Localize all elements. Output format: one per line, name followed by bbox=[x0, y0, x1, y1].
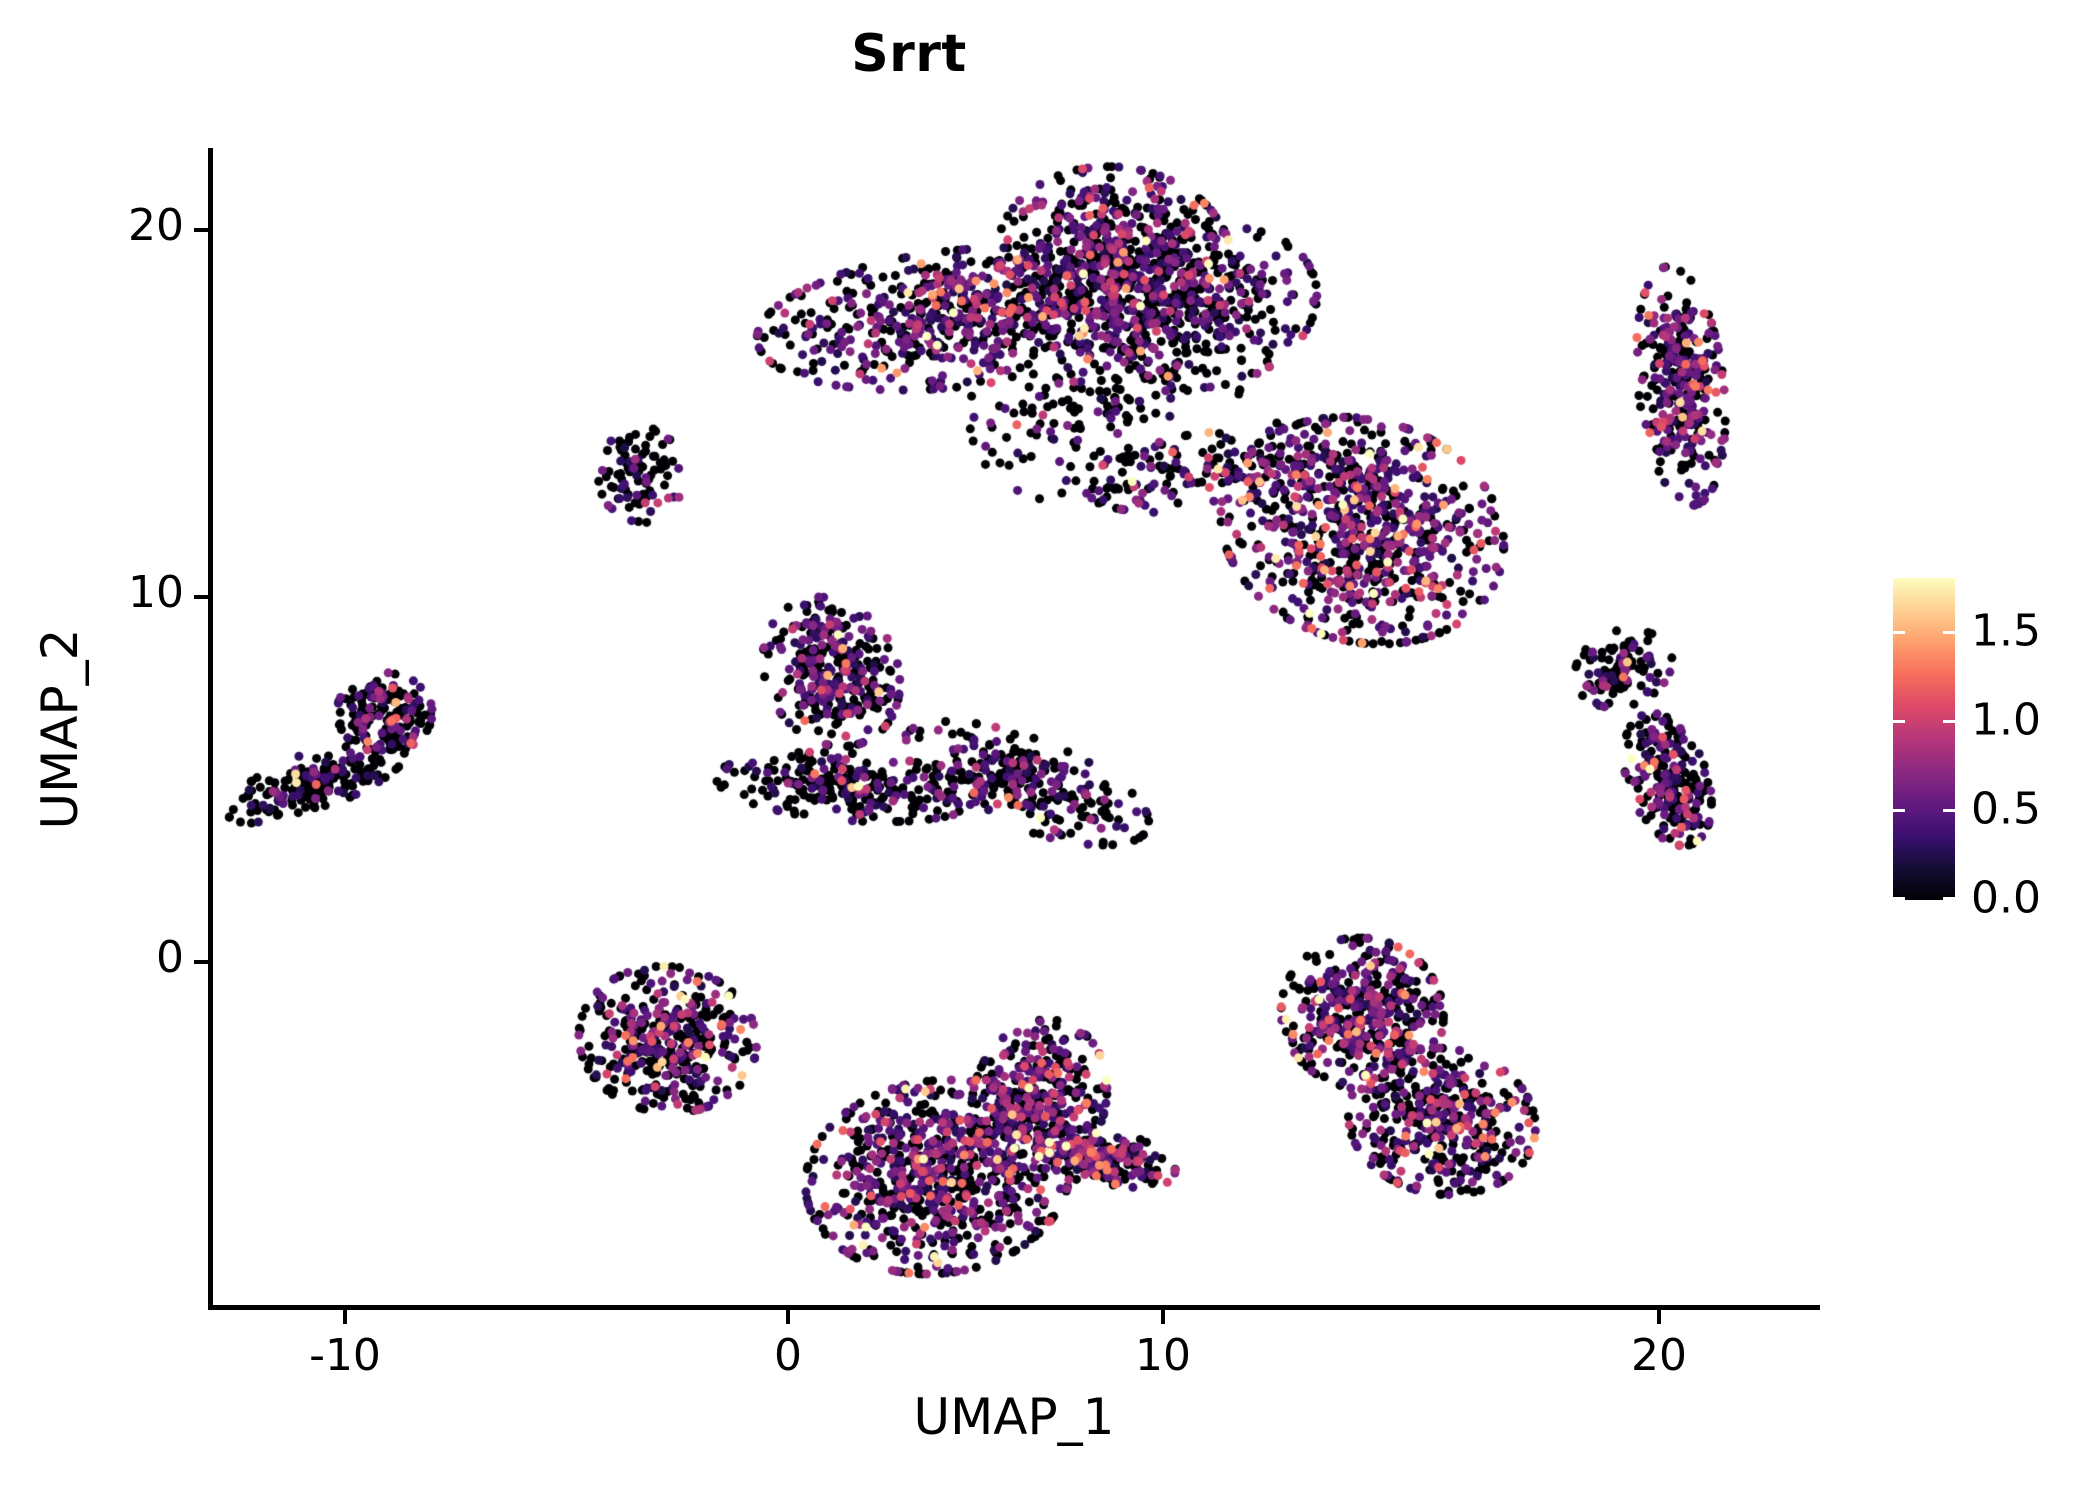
x-tick-label-20: 20 bbox=[1631, 1330, 1687, 1381]
colorbar-label-1p0: 1.0 bbox=[1971, 694, 2041, 746]
colorbar-tick-1p0-right bbox=[1943, 720, 1955, 723]
colorbar: 1.5 1.0 0.5 0.0 bbox=[1893, 578, 2041, 924]
x-tick-mark-neg10 bbox=[343, 1310, 347, 1324]
colorbar-tick-1p5-right bbox=[1943, 631, 1955, 634]
colorbar-tick-0p5-left bbox=[1893, 809, 1905, 812]
x-axis-spine bbox=[208, 1305, 1820, 1310]
x-tick-mark-0 bbox=[786, 1310, 790, 1324]
y-axis-spine bbox=[208, 148, 213, 1310]
y-tick-mark-0 bbox=[194, 960, 208, 964]
colorbar-tick-1p5-left bbox=[1893, 631, 1905, 634]
scatter-plot-area bbox=[212, 148, 1818, 1307]
y-tick-label-20: 20 bbox=[128, 200, 184, 251]
y-axis-label: UMAP_2 bbox=[31, 628, 89, 830]
y-tick-mark-10 bbox=[194, 595, 208, 599]
page-title: Srrt bbox=[851, 24, 967, 84]
x-tick-label-0: 0 bbox=[774, 1330, 802, 1381]
y-tick-label-10: 10 bbox=[128, 567, 184, 618]
colorbar-tick-0p5-right bbox=[1943, 809, 1955, 812]
umap-scatter-canvas bbox=[212, 148, 1818, 1307]
colorbar-label-0p0: 0.0 bbox=[1971, 872, 2041, 924]
colorbar-label-0p5: 0.5 bbox=[1971, 783, 2041, 835]
colorbar-tick-0p0-right bbox=[1943, 897, 1955, 900]
colorbar-tick-1p0-left bbox=[1893, 720, 1905, 723]
x-tick-mark-10 bbox=[1161, 1310, 1165, 1324]
y-tick-label-0: 0 bbox=[156, 932, 184, 983]
x-tick-label-10: 10 bbox=[1135, 1330, 1191, 1381]
x-tick-label-neg10: -10 bbox=[309, 1330, 381, 1381]
x-axis-label: UMAP_1 bbox=[913, 1388, 1115, 1446]
colorbar-tick-0p0-left bbox=[1893, 897, 1905, 900]
y-tick-mark-20 bbox=[194, 228, 208, 232]
colorbar-gradient bbox=[1893, 578, 1955, 900]
x-tick-mark-20 bbox=[1657, 1310, 1661, 1324]
colorbar-label-1p5: 1.5 bbox=[1971, 605, 2041, 657]
